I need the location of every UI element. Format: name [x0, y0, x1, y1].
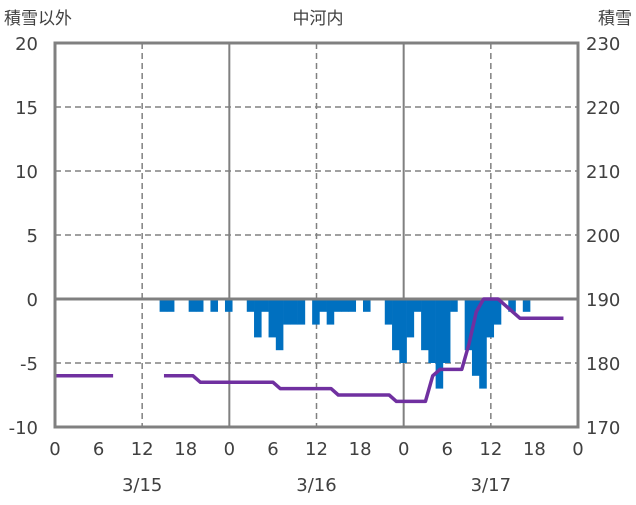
x-tick-label: 18: [174, 439, 197, 460]
bar: [268, 299, 277, 338]
bar: [362, 299, 371, 312]
bar: [275, 299, 284, 351]
left-tick-label: -10: [9, 418, 38, 439]
bar: [290, 299, 298, 325]
bar: [392, 299, 400, 351]
bar: [450, 299, 458, 312]
bar: [348, 299, 357, 312]
x-tick-label: 0: [572, 439, 583, 460]
bar: [159, 299, 168, 312]
bar: [188, 299, 197, 312]
x-tick-label: 0: [224, 439, 235, 460]
bar: [413, 299, 422, 312]
x-tick-label: 12: [131, 439, 154, 460]
bar: [406, 299, 415, 338]
x-tick-label: 6: [267, 439, 278, 460]
bar: [384, 299, 393, 325]
date-label: 3/16: [296, 475, 336, 496]
x-tick-label: 12: [479, 439, 502, 460]
x-tick-label: 0: [49, 439, 60, 460]
right-tick-label: 190: [586, 290, 620, 311]
x-tick-label: 18: [349, 439, 372, 460]
bar: [195, 299, 204, 312]
bar: [399, 299, 407, 363]
x-tick-label: 6: [93, 439, 104, 460]
precip-bars: [159, 299, 531, 389]
left-tick-label: 5: [27, 226, 38, 247]
bar: [319, 299, 327, 312]
bar: [421, 299, 429, 351]
left-tick-label: 10: [15, 162, 38, 183]
bar: [428, 299, 436, 363]
chart-title: 中河内: [293, 9, 344, 29]
right-axis-title: 積雪: [598, 9, 632, 29]
bar: [333, 299, 342, 312]
date-label: 3/15: [122, 475, 162, 496]
snow-depth-line: [55, 297, 564, 404]
bar: [254, 299, 262, 338]
x-tick-label: 18: [523, 439, 546, 460]
bar: [508, 299, 516, 312]
plot-border: [53, 41, 580, 429]
right-tick-label: 180: [586, 354, 620, 375]
bar: [479, 299, 487, 389]
snow-depth-segment: [163, 297, 564, 404]
left-tick-label: 20: [15, 34, 38, 55]
bar: [471, 299, 480, 376]
bar: [486, 299, 495, 338]
bar: [166, 299, 175, 312]
bar: [261, 299, 269, 312]
bar: [246, 299, 255, 312]
x-tick-label: 0: [398, 439, 409, 460]
left-tick-label: 0: [27, 290, 38, 311]
bar: [341, 299, 349, 312]
date-label: 3/17: [471, 475, 511, 496]
right-tick-label: 200: [586, 226, 620, 247]
bar: [493, 299, 502, 325]
right-tick-label: 170: [586, 418, 620, 439]
bar: [312, 299, 320, 325]
x-tick-label: 6: [442, 439, 453, 460]
bar: [464, 299, 473, 351]
gridlines: [55, 43, 578, 427]
bar: [297, 299, 306, 325]
right-tick-label: 210: [586, 162, 620, 183]
bar: [442, 299, 451, 363]
bar: [522, 299, 531, 312]
left-tick-label: -5: [20, 354, 38, 375]
bar: [210, 299, 219, 312]
right-tick-label: 220: [586, 98, 620, 119]
bar: [435, 299, 444, 389]
bar: [224, 299, 233, 312]
bar: [326, 299, 335, 325]
left-tick-label: 15: [15, 98, 38, 119]
x-tick-label: 12: [305, 439, 328, 460]
right-tick-label: 230: [586, 34, 620, 55]
left-axis-title: 積雪以外: [4, 9, 72, 29]
bar: [283, 299, 291, 325]
